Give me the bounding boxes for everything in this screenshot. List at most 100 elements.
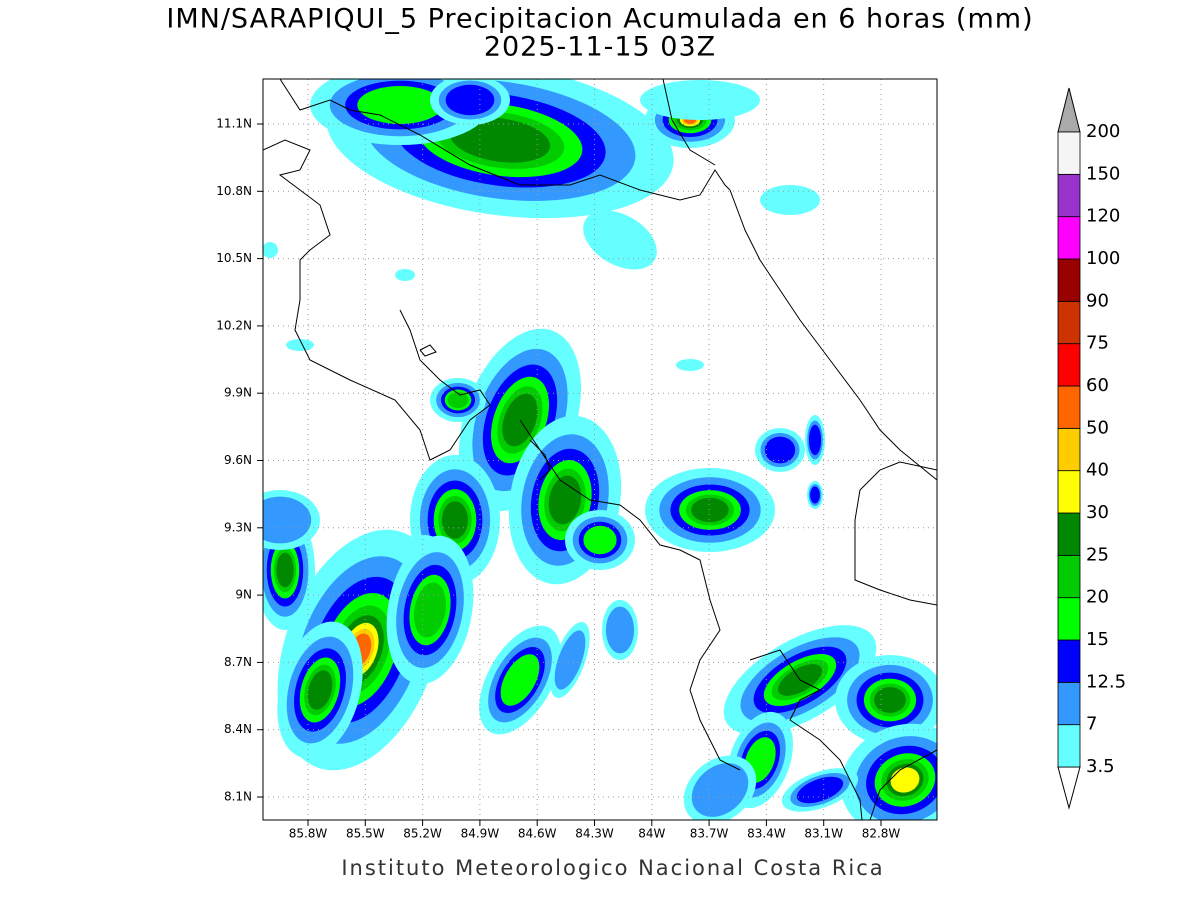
rain-contour bbox=[276, 552, 294, 588]
colorbar-label: 60 bbox=[1086, 375, 1109, 396]
colorbar-segment bbox=[1057, 173, 1081, 218]
coastline bbox=[263, 139, 491, 461]
lon-label: 85.5W bbox=[346, 827, 385, 841]
plot-frame bbox=[262, 78, 938, 821]
coastline bbox=[519, 419, 741, 771]
lat-label: 9.9N bbox=[224, 386, 252, 400]
precipitation-field bbox=[263, 79, 937, 820]
rain-contour bbox=[583, 210, 657, 270]
lon-label: 85.8W bbox=[289, 827, 328, 841]
title: IMN/SARAPIQUI_5 Precipitacion Acumulada … bbox=[166, 4, 1033, 35]
colorbar-label: 50 bbox=[1086, 417, 1109, 438]
rain-contour bbox=[357, 86, 443, 124]
lon-label: 82.8W bbox=[862, 827, 901, 841]
colorbar-label: 3.5 bbox=[1086, 756, 1115, 777]
lon-label: 85.2W bbox=[403, 827, 442, 841]
lon-label: 84.9W bbox=[461, 827, 500, 841]
colorbar-label: 15 bbox=[1086, 629, 1109, 650]
coastline bbox=[869, 749, 937, 820]
colorbar-segment bbox=[1057, 343, 1081, 387]
coastline bbox=[854, 461, 937, 606]
colorbar-segment bbox=[1057, 300, 1081, 345]
coastline bbox=[662, 79, 716, 166]
footer: Instituto Meteorologico Nacional Costa R… bbox=[341, 856, 884, 880]
colorbar-segment bbox=[1057, 597, 1081, 641]
colorbar-label: 75 bbox=[1086, 333, 1109, 354]
colorbar-segment bbox=[1057, 681, 1081, 726]
rain-contour bbox=[583, 525, 617, 555]
rain-contour bbox=[890, 767, 920, 793]
rain-contour bbox=[691, 497, 729, 523]
lat-label: 8.1N bbox=[224, 790, 252, 804]
rain-contour bbox=[263, 242, 278, 258]
colorbar-segment bbox=[1057, 724, 1081, 768]
plot-area bbox=[263, 79, 937, 820]
colorbar-label: 25 bbox=[1086, 544, 1109, 565]
lon-label: 83.1W bbox=[804, 827, 843, 841]
colorbar-label: 20 bbox=[1086, 587, 1109, 608]
lat-label: 8.7N bbox=[224, 655, 252, 669]
lat-label: 10.5N bbox=[216, 251, 252, 265]
colorbar-segment bbox=[1057, 639, 1081, 683]
colorbar-label: 12.5 bbox=[1086, 671, 1126, 692]
rain-contour bbox=[760, 185, 820, 215]
rain-contour bbox=[307, 670, 333, 710]
lon-label: 84.6W bbox=[518, 827, 557, 841]
colorbar-segment bbox=[1057, 427, 1081, 472]
rain-contour bbox=[447, 391, 469, 409]
coastline bbox=[749, 649, 863, 820]
colorbar-label: 30 bbox=[1086, 502, 1109, 523]
coastline bbox=[279, 79, 731, 201]
lon-label: 84.3W bbox=[575, 827, 614, 841]
colorbar: 3.5 7 12.5 15 20 25 30 40 50 60 75 90 100 120 150 200 bbox=[1057, 87, 1126, 810]
rain-contour bbox=[808, 424, 822, 456]
coastlines bbox=[263, 79, 937, 820]
rain-contour bbox=[640, 80, 760, 120]
colorbar-segment bbox=[1057, 131, 1081, 175]
coastline bbox=[529, 439, 551, 481]
lat-label: 10.8N bbox=[216, 184, 252, 198]
rain-contour bbox=[691, 763, 749, 817]
colorbar-segment bbox=[1057, 258, 1081, 302]
lat-label: 9.6N bbox=[224, 453, 252, 467]
rain-contour bbox=[413, 582, 447, 638]
subtitle: 2025-11-15 03Z bbox=[484, 32, 716, 63]
colorbar-segment bbox=[1057, 512, 1081, 556]
colorbar-segment bbox=[1057, 385, 1081, 429]
rain-contour bbox=[445, 84, 495, 116]
colorbar-label: 150 bbox=[1086, 163, 1120, 184]
lon-label: 83.4W bbox=[747, 827, 786, 841]
colorbar-label: 40 bbox=[1086, 460, 1109, 481]
colorbar-label: 200 bbox=[1086, 121, 1120, 142]
lat-label: 8.4N bbox=[224, 722, 252, 736]
lat-label: 9N bbox=[235, 588, 252, 602]
grid bbox=[263, 79, 937, 820]
colorbar-label: 100 bbox=[1086, 248, 1120, 269]
rain-contour bbox=[605, 606, 635, 654]
rain-contour bbox=[286, 339, 314, 351]
lat-label: 11.1N bbox=[216, 117, 252, 131]
coastline bbox=[729, 189, 937, 481]
colorbar-over-triangle bbox=[1057, 87, 1081, 133]
rain-contour bbox=[395, 269, 415, 281]
colorbar-label: 120 bbox=[1086, 206, 1120, 227]
lon-label: 83.7W bbox=[690, 827, 729, 841]
colorbar-under-triangle bbox=[1057, 766, 1081, 810]
colorbar-label: 90 bbox=[1086, 290, 1109, 311]
colorbar-label: 7 bbox=[1086, 714, 1097, 735]
rain-contour bbox=[554, 630, 586, 690]
colorbar-segment bbox=[1057, 216, 1081, 260]
rain-contour bbox=[810, 486, 820, 504]
rain-contour bbox=[764, 436, 796, 464]
rain-contour bbox=[500, 654, 540, 706]
rain-contour bbox=[263, 496, 312, 544]
lat-label: 9.3N bbox=[224, 520, 252, 534]
lon-label: 84W bbox=[638, 827, 665, 841]
coastline bbox=[419, 344, 437, 357]
rain-contour bbox=[676, 359, 704, 371]
colorbar-segment bbox=[1057, 470, 1081, 514]
rain-contour bbox=[874, 687, 906, 713]
rain-contour bbox=[548, 475, 582, 525]
lat-label: 10.2N bbox=[216, 318, 252, 332]
